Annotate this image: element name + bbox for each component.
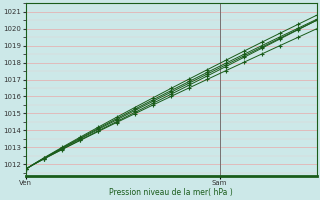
X-axis label: Pression niveau de la mer( hPa ): Pression niveau de la mer( hPa ) xyxy=(109,188,233,197)
